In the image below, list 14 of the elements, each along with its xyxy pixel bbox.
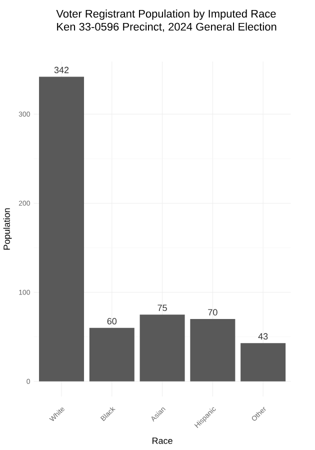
- x-axis-title: Race: [152, 438, 173, 444]
- bar: [190, 319, 236, 382]
- chart-title: Voter Registrant Population by Imputed Race: [56, 10, 276, 20]
- bar: [39, 76, 84, 382]
- bar: [90, 328, 135, 382]
- data-label: 70: [208, 309, 218, 316]
- bar: [240, 343, 286, 382]
- data-label: 342: [54, 66, 69, 74]
- data-label: 75: [158, 304, 168, 312]
- data-label: 43: [258, 333, 268, 340]
- bar: [140, 314, 185, 382]
- y-axis-title: Population: [4, 208, 12, 250]
- data-label: 60: [108, 318, 117, 324]
- chart-subtitle: Ken 33-0596 Precinct, 2024 General Election: [57, 22, 276, 32]
